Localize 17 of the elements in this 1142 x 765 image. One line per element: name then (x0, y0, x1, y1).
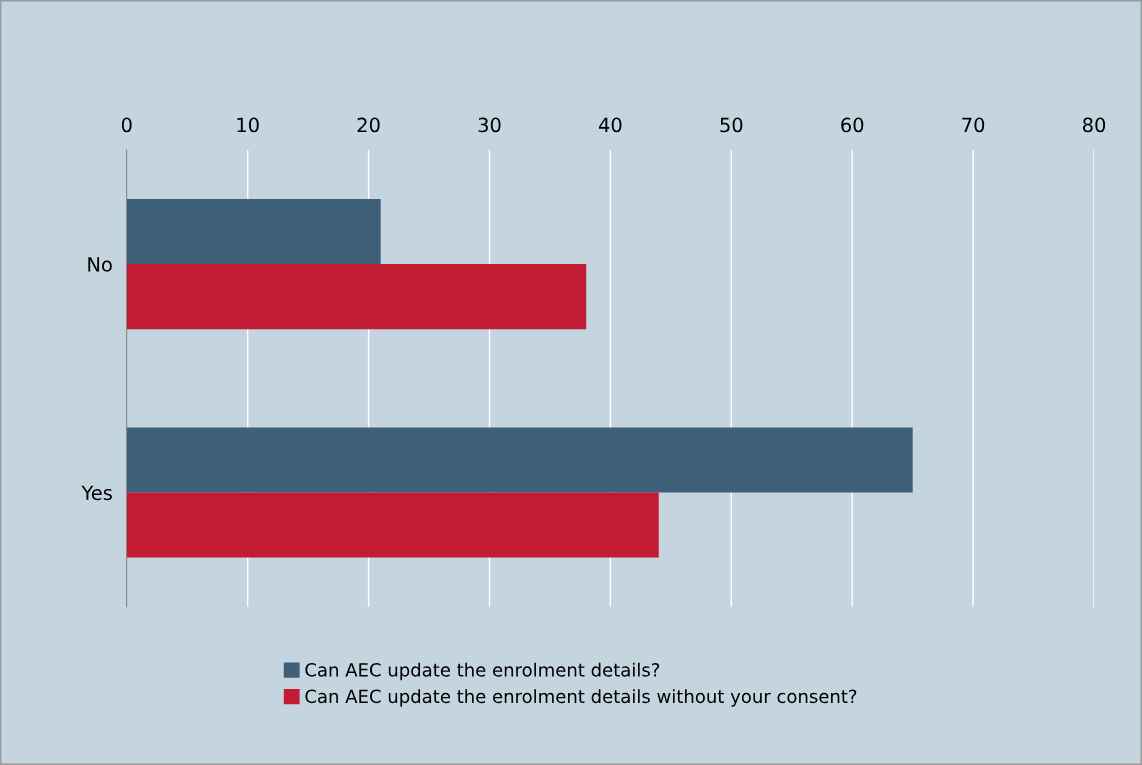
x-tick-label: 10 (237, 117, 259, 133)
bar (126, 492, 659, 558)
x-tick-label: 20 (357, 117, 380, 133)
x-tick-label: 70 (962, 117, 985, 133)
x-tick-label: 60 (841, 117, 864, 133)
bar (126, 427, 913, 493)
x-tick-label: 30 (478, 117, 501, 133)
y-tick-label: No (88, 257, 112, 272)
x-tick-label: 50 (720, 117, 743, 133)
bar (126, 199, 381, 265)
x-tick-label: 40 (598, 117, 622, 133)
x-tick-label: 80 (1082, 117, 1106, 133)
bar (126, 264, 587, 330)
y-tick-label: Yes (81, 485, 112, 501)
legend-label: Can AEC update the enrolment details without your consent? (305, 689, 857, 707)
x-tick-label: 0 (121, 117, 132, 133)
legend-label: Can AEC update the enrolment details? (305, 662, 660, 681)
